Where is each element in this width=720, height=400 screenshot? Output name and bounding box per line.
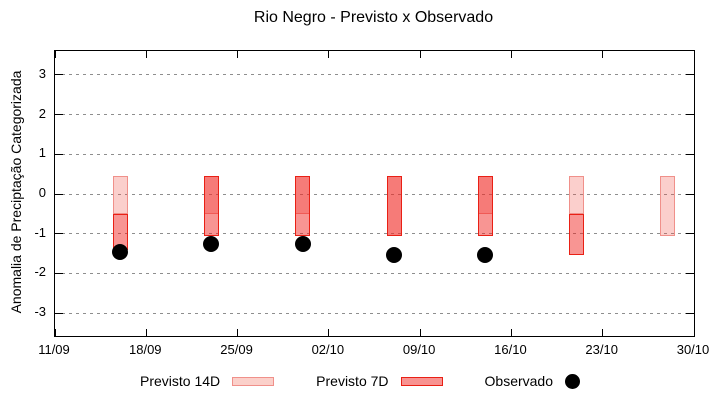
x-tick-label: 16/10 (494, 342, 527, 357)
x-tick-bottom (237, 329, 239, 336)
x-tick-bottom (419, 329, 421, 336)
x-tick-label: 02/10 (311, 342, 345, 357)
y-tick-right (686, 153, 694, 155)
y-tick-left (55, 153, 63, 155)
y-tick-right (686, 74, 694, 76)
previsto-14d-swatch-icon (232, 376, 275, 386)
y-tick-right (686, 193, 694, 195)
gridline (55, 153, 694, 155)
x-tick-bottom (602, 329, 604, 336)
gridline (55, 272, 694, 274)
y-tick-label: 3 (38, 65, 46, 81)
y-tick-right (686, 233, 694, 235)
x-tick-top (237, 51, 239, 58)
x-tick-label: 18/09 (129, 342, 162, 357)
x-tick-bottom (145, 329, 147, 336)
x-tick-bottom (328, 329, 330, 336)
forecast-7d-bar (477, 176, 493, 236)
y-tick-left (55, 193, 63, 195)
y-tick-right (686, 312, 694, 314)
x-tick-top (510, 51, 512, 58)
y-tick-label: -3 (34, 304, 46, 319)
plot-area (54, 50, 695, 337)
previsto-7d-swatch-icon (400, 376, 443, 386)
forecast-7d-bar (203, 176, 219, 236)
y-tick-left (55, 74, 63, 76)
x-tick-bottom (510, 329, 512, 336)
observed-dot (112, 243, 129, 260)
y-tick-left (55, 114, 63, 116)
y-tick-left (55, 312, 63, 314)
y-tick-label: 0 (38, 185, 46, 200)
x-tick-label: 25/09 (220, 342, 253, 357)
forecast-14d-bar (112, 176, 128, 214)
y-tick-right (686, 272, 694, 274)
legend-label-previsto-14d: Previsto 14D (140, 373, 221, 389)
y-tick-left (55, 272, 63, 274)
y-tick-label: -1 (34, 224, 46, 240)
gridline (55, 233, 694, 235)
y-tick-left (55, 233, 63, 235)
legend-item-previsto-14d: Previsto 14D (140, 373, 275, 389)
forecast-7d-bar (295, 176, 311, 236)
x-tick-top (145, 51, 147, 58)
x-tick-bottom (693, 329, 695, 336)
x-tick-top (54, 51, 56, 58)
forecast-14d-bar (660, 176, 676, 236)
observed-dot (203, 235, 220, 252)
y-tick-right (686, 114, 694, 116)
observed-dot (294, 235, 311, 252)
legend-label-previsto-7d: Previsto 7D (316, 373, 389, 389)
x-tick-label: 23/10 (585, 342, 618, 357)
x-tick-bottom (54, 329, 56, 336)
x-tick-top (693, 51, 695, 58)
x-tick-label: 30/10 (676, 342, 710, 357)
x-tick-top (602, 51, 604, 58)
x-tick-top (328, 51, 330, 58)
gridline (55, 114, 694, 116)
x-tick-label: 11/09 (38, 342, 70, 357)
legend-label-observado: Observado (484, 373, 553, 389)
y-tick-label: -2 (34, 264, 46, 280)
forecast-14d-bar (569, 176, 585, 214)
forecast-7d-bar (569, 213, 585, 256)
gridline (55, 312, 694, 314)
forecast-7d-bar (386, 176, 402, 236)
x-tick-top (419, 51, 421, 58)
chart-title: Rio Negro - Previsto x Observado (253, 9, 494, 26)
observed-dot (386, 247, 403, 264)
legend: Previsto 14D Previsto 7D Observado (0, 368, 720, 394)
observado-dot-icon (565, 373, 580, 389)
y-tick-label: 2 (38, 105, 46, 121)
legend-item-previsto-7d: Previsto 7D (316, 373, 443, 389)
x-tick-label: 09/10 (402, 342, 436, 357)
gridline (55, 74, 694, 76)
y-tick-label: 1 (38, 145, 46, 161)
gridline (55, 193, 694, 195)
observed-dot (477, 247, 494, 264)
legend-item-observado: Observado (485, 373, 580, 389)
